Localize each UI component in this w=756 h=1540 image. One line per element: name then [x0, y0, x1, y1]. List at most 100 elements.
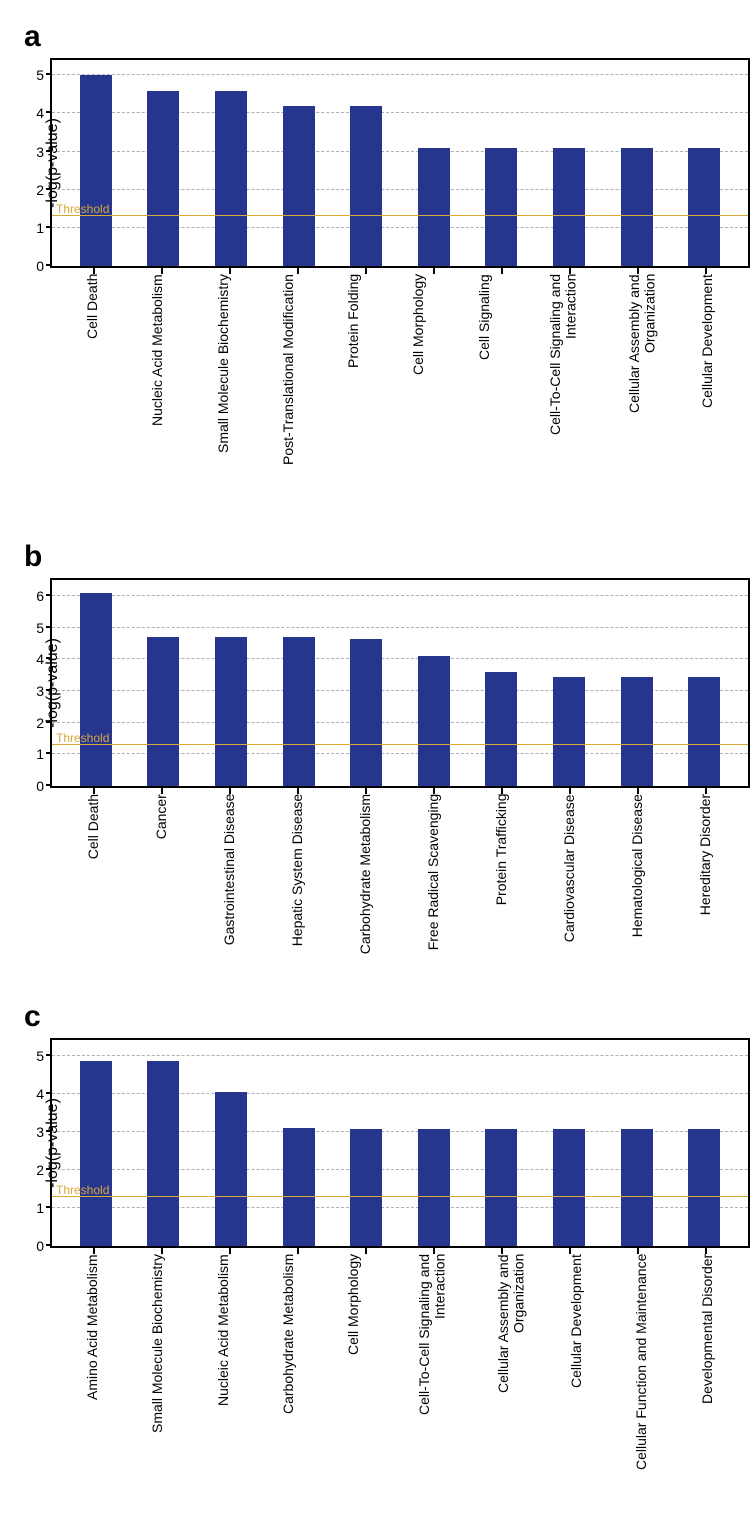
bar — [147, 637, 179, 786]
bar-slot — [603, 1040, 671, 1246]
bar — [621, 1129, 653, 1246]
x-label: Carbohydrate Metabolism — [281, 1254, 296, 1480]
y-tick-label: 5 — [36, 67, 44, 83]
x-label: Cell-To-Cell Signaling and Interaction — [417, 1254, 448, 1480]
y-tick-label: 1 — [36, 1200, 44, 1216]
bar — [418, 1129, 450, 1246]
plot-area: -log(p-value)012345Threshold — [50, 1038, 750, 1248]
bar — [283, 637, 315, 786]
y-tick-label: 2 — [36, 715, 44, 731]
x-tick-mark — [501, 268, 503, 274]
bar — [80, 593, 112, 786]
bar-slot — [468, 60, 536, 266]
panel-a: a-log(p-value)012345ThresholdCell DeathN… — [20, 20, 736, 500]
bar — [147, 91, 179, 266]
bar-slot — [62, 1040, 130, 1246]
panel-b: b-log(p-value)0123456ThresholdCell Death… — [20, 540, 736, 960]
x-label: Small Molecule Biochemistry — [150, 1254, 165, 1480]
bar-slot — [197, 580, 265, 786]
x-label-slot: Free Radical Scavenging — [400, 794, 468, 960]
figure-root: a-log(p-value)012345ThresholdCell DeathN… — [20, 20, 736, 1480]
panel-letter: c — [24, 1000, 736, 1034]
y-tick-label: 4 — [36, 1086, 44, 1102]
x-label: Nucleic Acid Metabolism — [216, 1254, 231, 1480]
x-label-slot: Small Molecule Biochemistry — [125, 1254, 190, 1480]
bar — [215, 1092, 247, 1247]
x-label-slot: Cell-To-Cell Signaling and Interaction — [386, 1254, 478, 1480]
x-label-slot: Post-Translational Modification — [256, 274, 321, 500]
x-label: Cancer — [154, 794, 169, 960]
y-tick-label: 0 — [36, 778, 44, 794]
bar — [553, 148, 585, 266]
x-label-slot: Cellular Development — [544, 1254, 609, 1480]
bar-slot — [670, 60, 738, 266]
bar — [621, 148, 653, 266]
x-label: Cell-To-Cell Signaling and Interaction — [548, 274, 579, 500]
x-label-slot: Gastrointestinal Disease — [196, 794, 264, 960]
bar — [215, 637, 247, 786]
x-label-slot: Nucleic Acid Metabolism — [125, 274, 190, 500]
x-label-slot: Developmental Disorder — [675, 1254, 740, 1480]
bar — [418, 656, 450, 786]
x-label-slot: Cell Death — [60, 794, 128, 960]
y-tick-label: 1 — [36, 220, 44, 236]
x-labels: Cell Death Cancer Gastrointestinal Disease… — [50, 794, 750, 960]
x-label: Free Radical Scavenging — [426, 794, 441, 960]
x-label-slot: Cellular Development — [675, 274, 740, 500]
y-tick-label: 0 — [36, 1238, 44, 1254]
y-tick-label: 6 — [36, 588, 44, 604]
bar — [283, 106, 315, 266]
bar-slot — [265, 1040, 333, 1246]
x-label: Nucleic Acid Metabolism — [150, 274, 165, 500]
x-label: Amino Acid Metabolism — [85, 1254, 100, 1480]
bar — [553, 677, 585, 786]
bar-slot — [468, 580, 536, 786]
bar — [485, 148, 517, 266]
bar-slot — [670, 1040, 738, 1246]
bar-slot — [130, 580, 198, 786]
x-label-slot: Amino Acid Metabolism — [60, 1254, 125, 1480]
bars-container — [52, 580, 748, 786]
y-tick-label: 2 — [36, 182, 44, 198]
chart-wrap: -log(p-value)012345Threshold Amino Acid M… — [50, 1038, 750, 1480]
x-label-slot: Cellular Function and Maintenance — [609, 1254, 674, 1480]
bar — [485, 672, 517, 786]
x-label-slot: Cancer — [128, 794, 196, 960]
x-label: Hepatic System Disease — [290, 794, 305, 960]
bar — [80, 75, 112, 266]
bar-slot — [332, 60, 400, 266]
bar-slot — [535, 580, 603, 786]
bar — [688, 1129, 720, 1246]
x-label-slot: Cardiovascular Disease — [536, 794, 604, 960]
x-label-slot: Carbohydrate Metabolism — [256, 1254, 321, 1480]
bar — [350, 639, 382, 786]
y-tick-label: 5 — [36, 620, 44, 636]
threshold-label: Threshold — [56, 1183, 109, 1197]
y-tick-label: 4 — [36, 651, 44, 667]
bar-slot — [670, 580, 738, 786]
bar — [688, 677, 720, 786]
threshold-line — [52, 744, 748, 745]
bar-slot — [400, 1040, 468, 1246]
x-labels: Cell DeathNucleic Acid MetabolismSmall M… — [50, 274, 750, 500]
x-label: Cellular Development — [700, 274, 715, 500]
x-label-slot: Nucleic Acid Metabolism — [191, 1254, 256, 1480]
x-label-slot: Carbohydrate Metabolism — [332, 794, 400, 960]
threshold-line — [52, 1196, 748, 1197]
x-tick-mark — [365, 1248, 367, 1254]
bar-slot — [62, 580, 130, 786]
x-tick-mark — [297, 1248, 299, 1254]
bar — [485, 1129, 517, 1246]
y-tick-label: 4 — [36, 105, 44, 121]
x-label: Hereditary Disorder — [698, 794, 713, 960]
x-label-slot: Hereditary Disorder — [672, 794, 740, 960]
bar-slot — [130, 1040, 198, 1246]
bar-slot — [197, 1040, 265, 1246]
x-label-slot: Cell Death — [60, 274, 125, 500]
bar-slot — [535, 60, 603, 266]
x-label: Protein Trafficking — [494, 794, 509, 960]
x-label: Cell Death — [85, 274, 100, 500]
threshold-label: Threshold — [56, 731, 109, 745]
x-label-slot: Hepatic System Disease — [264, 794, 332, 960]
bar-slot — [197, 60, 265, 266]
